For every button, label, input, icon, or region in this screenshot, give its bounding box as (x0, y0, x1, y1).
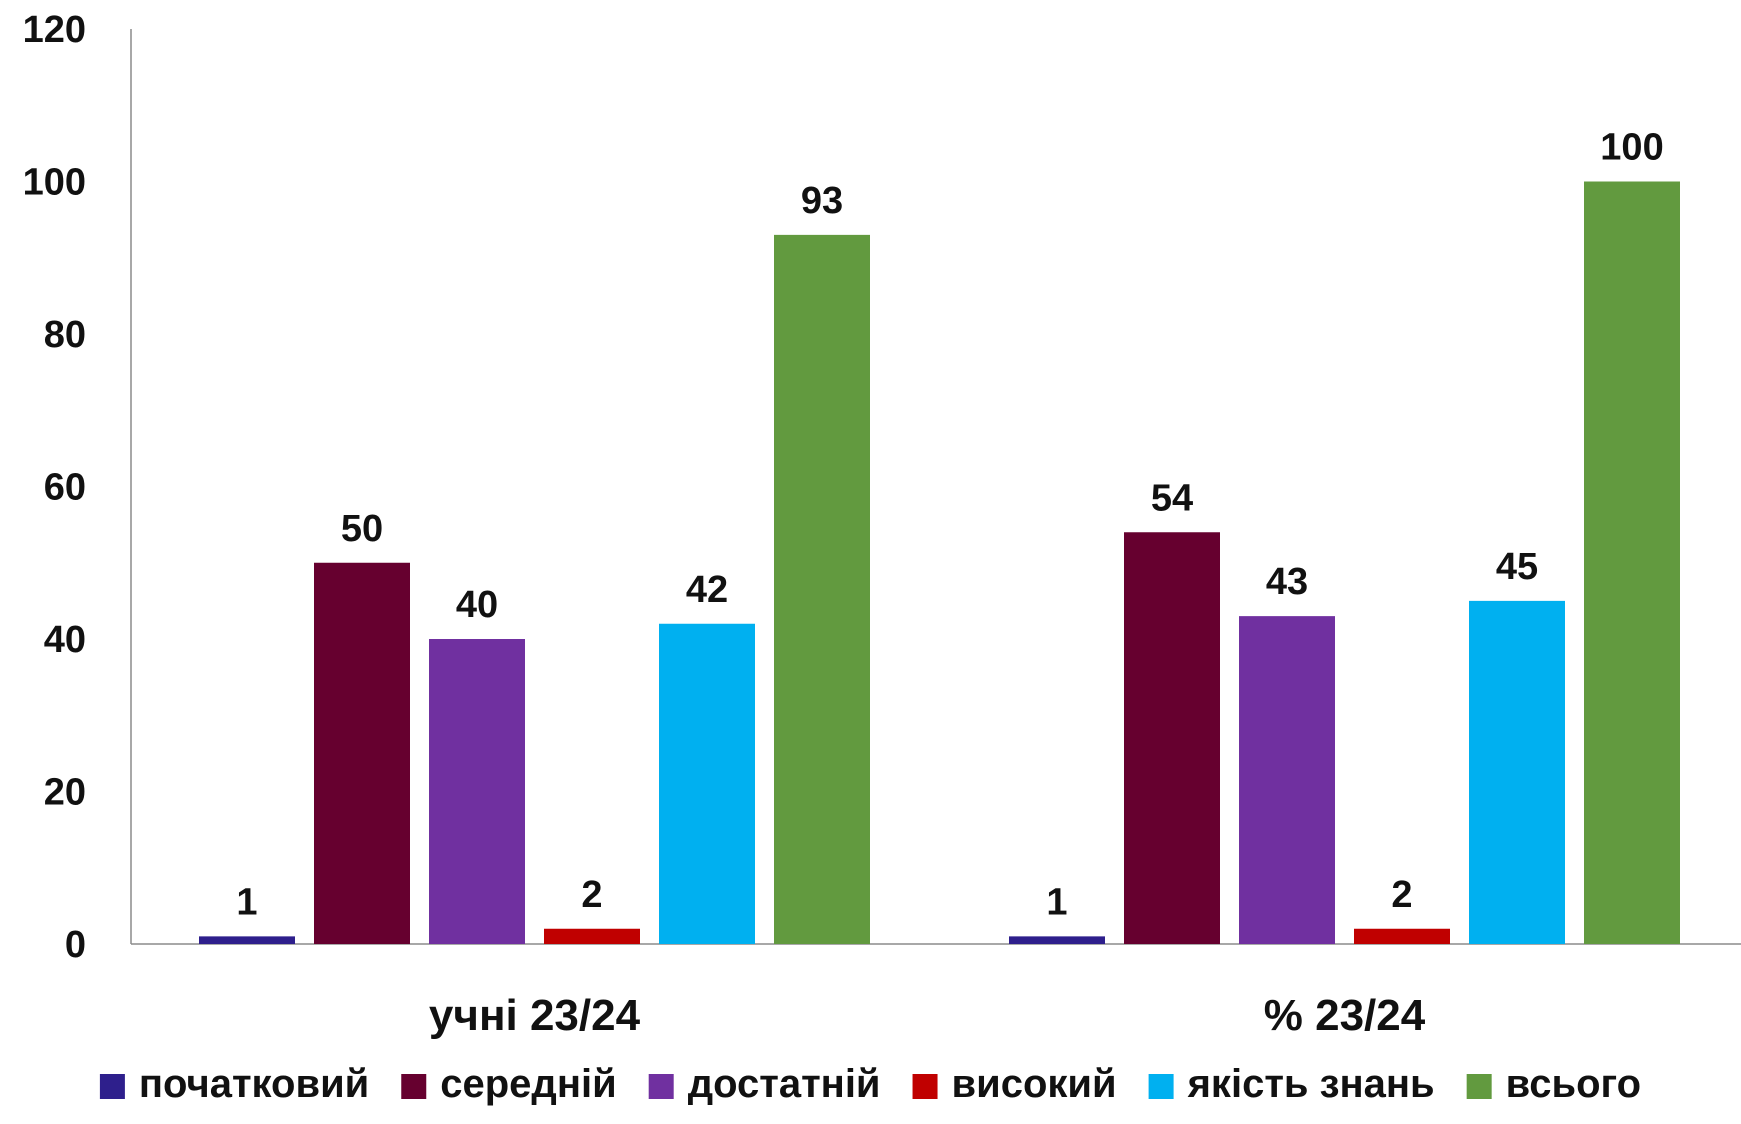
bar (1584, 182, 1680, 945)
category-label-group: учні 23/24 % 23/24 (429, 991, 1426, 1040)
bar-value-label: 42 (686, 569, 728, 611)
bar-value-label: 40 (456, 584, 498, 626)
category-label: учні 23/24 (429, 991, 641, 1040)
bar-value-label: 50 (341, 508, 383, 550)
y-tick-label: 60 (44, 467, 86, 509)
bar (1239, 616, 1335, 944)
bar (199, 936, 295, 944)
legend-swatch (1467, 1074, 1492, 1099)
bar (314, 563, 410, 944)
legend-label: якість знань (1187, 1062, 1435, 1106)
y-tick-label: 80 (44, 314, 86, 356)
legend-label: середній (440, 1062, 616, 1106)
bar-value-label: 93 (801, 180, 843, 222)
bar (1354, 929, 1450, 944)
bar-value-label: 1 (236, 881, 257, 923)
category-label: % 23/24 (1264, 991, 1426, 1040)
bar (774, 235, 870, 944)
legend-item: середній (401, 1062, 616, 1106)
legend: початковий середній достатній високий якість… (100, 1062, 1641, 1106)
legend-label: високий (952, 1062, 1117, 1106)
bar (1469, 601, 1565, 944)
bar (544, 929, 640, 944)
y-tick-label: 100 (23, 162, 86, 204)
bar (659, 624, 755, 944)
bar-value-label: 2 (581, 874, 602, 916)
bar-value-label: 45 (1496, 546, 1538, 588)
bar-value-label: 2 (1391, 874, 1412, 916)
bar-value-label: 54 (1151, 477, 1193, 519)
bar (1009, 936, 1105, 944)
bar-value-label: 43 (1266, 561, 1308, 603)
legend-item: початковий (100, 1062, 369, 1106)
legend-label: достатній (688, 1062, 881, 1106)
y-tick-label: 20 (44, 772, 86, 814)
bar-value-label: 100 (1600, 127, 1663, 169)
legend-swatch (100, 1074, 125, 1099)
legend-swatch (649, 1074, 674, 1099)
bar (1124, 532, 1220, 944)
legend-label: початковий (139, 1062, 369, 1106)
legend-item: високий (913, 1062, 1117, 1106)
legend-label: всього (1506, 1062, 1641, 1106)
y-tick-label: 0 (65, 924, 86, 966)
legend-item: достатній (649, 1062, 881, 1106)
y-tick-label: 120 (23, 9, 86, 51)
legend-swatch (913, 1074, 938, 1099)
legend-item: якість знань (1149, 1062, 1435, 1106)
y-tick-label: 40 (44, 619, 86, 661)
legend-item: всього (1467, 1062, 1641, 1106)
bar-group (199, 182, 1680, 945)
legend-swatch (401, 1074, 426, 1099)
bar (429, 639, 525, 944)
bar-value-label: 1 (1046, 881, 1067, 923)
y-axis: 0 20 40 60 80 100 120 (23, 9, 131, 966)
legend-swatch (1149, 1074, 1174, 1099)
